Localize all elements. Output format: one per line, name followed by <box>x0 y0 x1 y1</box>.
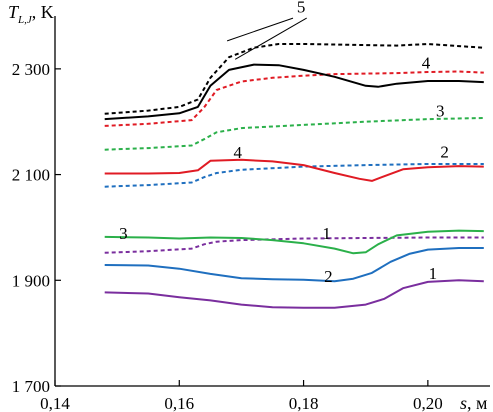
curve-labels: 1 1 2 2 3 3 4 4 5 <box>119 0 449 286</box>
x-tick-label: 0,20 <box>413 394 443 412</box>
series-3-solid-line <box>104 229 484 255</box>
ticks: 0,14 0,16 0,18 0,20 1 700 1 900 2 100 2 300 <box>12 60 443 412</box>
leader-line <box>234 17 307 60</box>
x-tick-label: 0,14 <box>40 394 70 412</box>
curve-label-1: 1 <box>429 264 438 283</box>
x-tick-label: 0,16 <box>164 394 194 412</box>
y-tick-label: 2 300 <box>12 60 50 79</box>
y-axis-title: TL,J, K <box>8 2 54 26</box>
leader-lines <box>226 17 307 60</box>
curve-label-3: 3 <box>119 224 128 243</box>
y-axis-unit: , K <box>32 2 54 22</box>
curve-label-2: 2 <box>440 142 449 161</box>
y-tick-label: 1 700 <box>12 377 50 396</box>
x-axis-unit: , м <box>467 393 487 412</box>
x-axis-title: s, м <box>460 393 487 412</box>
series-5-dashed-line <box>104 43 484 115</box>
series-3-dashed-line <box>104 117 484 151</box>
y-axis-subscript: L,J <box>17 14 33 26</box>
y-axis-symbol: T <box>8 2 20 22</box>
curve-label-3: 3 <box>436 102 445 121</box>
series-1-solid-line <box>104 279 484 309</box>
leader-line <box>226 17 294 42</box>
curve-label-4: 4 <box>422 54 431 73</box>
series-1-dashed-line <box>104 236 484 254</box>
x-axis-symbol: s <box>460 393 467 412</box>
y-tick-label: 1 900 <box>12 271 50 290</box>
axes <box>54 16 490 387</box>
series-4-solid-line <box>104 158 484 182</box>
series-4-dashed-line <box>104 70 484 127</box>
series-2-solid-line <box>104 247 484 283</box>
curve-label-1: 1 <box>322 224 331 243</box>
curve-label-2: 2 <box>324 267 333 286</box>
x-tick-label: 0,18 <box>289 394 319 412</box>
curve-label-5: 5 <box>297 0 306 16</box>
y-tick-label: 2 100 <box>12 166 50 185</box>
series-2-dashed-line <box>104 163 484 188</box>
curve-label-4: 4 <box>233 143 242 162</box>
series-layer <box>104 43 484 309</box>
series-5-solid-line <box>104 63 484 121</box>
